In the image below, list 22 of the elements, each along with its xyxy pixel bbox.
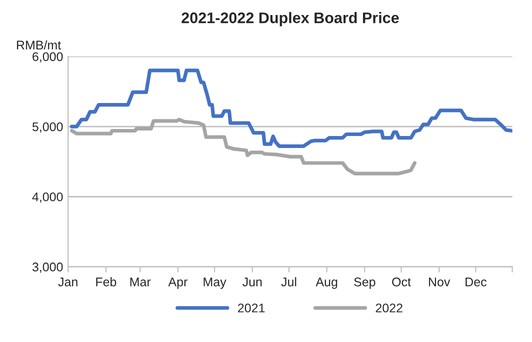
x-tick-label: Oct — [392, 278, 411, 286]
x-tick-label: Mar — [130, 278, 151, 286]
line-series — [70, 68, 512, 148]
x-tick-label: Aug — [316, 278, 338, 289]
y-axis-title: RMB/mt — [16, 40, 62, 50]
y-tick-label: 4,000 — [32, 192, 63, 203]
x-tick-label: Dec — [466, 278, 486, 286]
x-tick-label: Jan — [58, 278, 78, 286]
legend-label: 2021 — [238, 304, 265, 312]
x-tick-label: Jul — [281, 277, 296, 286]
x-tick-label: Feb — [96, 277, 116, 286]
x-tick-label: Apr — [168, 278, 188, 289]
legend-label: 2022 — [376, 304, 402, 312]
y-tick-label: 3,000 — [32, 262, 63, 273]
x-tick-label: May — [204, 278, 226, 289]
x-tick-label: Sep — [354, 278, 376, 289]
chart-title: 2021-2022 Duplex Board Price — [182, 12, 399, 26]
y-tick-label: 6,000 — [32, 52, 63, 63]
y-tick-label: 5,000 — [32, 122, 63, 133]
line-series — [70, 118, 416, 176]
x-tick-label: Jun — [242, 278, 262, 286]
x-tick-label: Nov — [429, 278, 450, 286]
